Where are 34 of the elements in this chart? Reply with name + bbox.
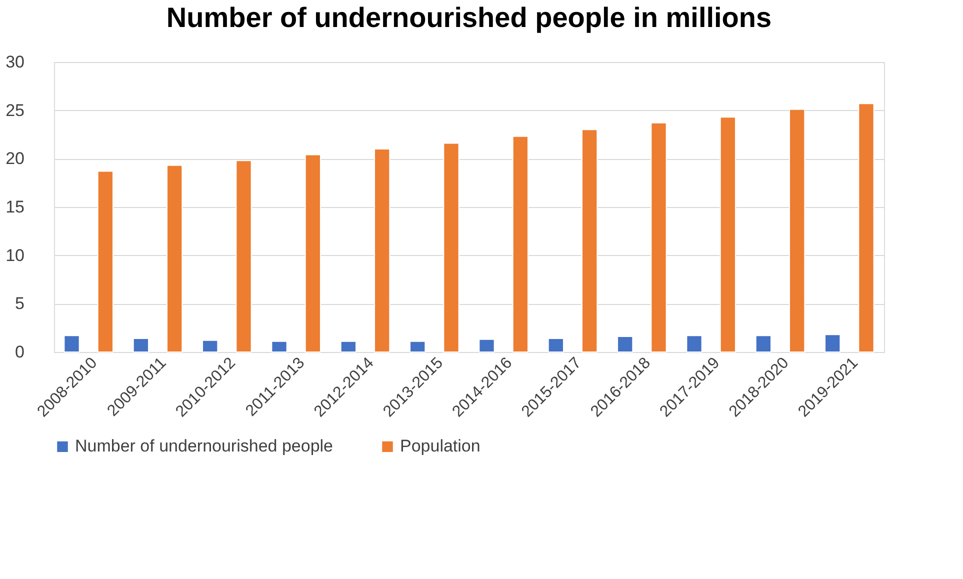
chart-title: Number of undernourished people in millions	[166, 2, 772, 33]
bar	[202, 340, 218, 352]
legend-label: Number of undernourished people	[75, 436, 334, 456]
bar	[650, 122, 667, 352]
bar	[617, 336, 634, 352]
bar	[478, 338, 495, 352]
bar	[304, 154, 321, 352]
bar	[548, 338, 564, 352]
bar	[271, 340, 288, 352]
legend-label: Population	[400, 436, 480, 456]
bar	[686, 335, 702, 352]
bar	[512, 136, 528, 352]
bar	[858, 103, 874, 352]
bar	[582, 129, 598, 352]
bar	[720, 116, 736, 352]
bar	[755, 335, 772, 352]
y-tick-label: 5	[15, 294, 24, 314]
y-tick-label: 20	[6, 149, 24, 168]
bar	[64, 335, 80, 352]
bar	[97, 170, 114, 352]
bar	[410, 340, 426, 352]
bar	[236, 160, 252, 352]
y-tick-label: 10	[6, 246, 24, 265]
bar	[166, 164, 183, 352]
y-tick-label: 15	[6, 198, 24, 216]
y-tick-label: 30	[6, 52, 24, 72]
bar	[443, 142, 460, 352]
bar	[374, 148, 390, 352]
y-tick-label: 0	[15, 342, 24, 362]
bar	[789, 108, 806, 352]
bar	[340, 340, 356, 352]
bar	[824, 334, 841, 352]
bar	[132, 338, 149, 352]
y-tick-label: 25	[6, 100, 24, 120]
